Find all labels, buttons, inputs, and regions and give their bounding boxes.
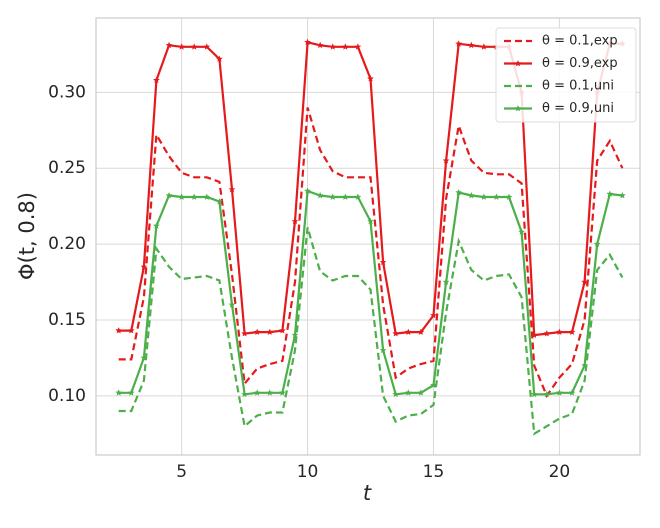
point-marker — [581, 278, 588, 285]
legend-marker — [514, 105, 522, 112]
point-marker — [241, 330, 248, 337]
point-marker — [253, 328, 261, 335]
point-marker — [480, 193, 488, 200]
point-marker — [342, 193, 349, 200]
point-marker — [115, 327, 122, 334]
legend-box — [495, 27, 637, 123]
point-marker — [228, 186, 236, 193]
point-marker — [266, 389, 274, 396]
point-marker — [304, 187, 311, 194]
point-marker — [568, 328, 576, 335]
plot-frame — [95, 17, 641, 456]
point-marker — [165, 192, 173, 199]
x-tick-label: 15 — [423, 462, 445, 482]
y-tick-label: 0.10 — [48, 386, 86, 406]
point-marker — [190, 43, 198, 50]
point-marker — [190, 193, 198, 200]
point-marker — [203, 43, 211, 50]
point-marker — [556, 389, 563, 396]
point-marker — [241, 390, 248, 398]
point-marker — [392, 330, 399, 337]
y-tick-label: 0.30 — [48, 82, 86, 102]
x-tick-label: 5 — [176, 462, 187, 482]
y-tick-label: 0.20 — [48, 234, 86, 254]
point-marker — [165, 41, 173, 49]
point-marker — [606, 190, 614, 197]
point-marker — [405, 389, 412, 396]
point-marker — [417, 389, 425, 396]
legend-label: θ = 0.9,exp — [542, 56, 618, 71]
point-marker — [203, 193, 211, 200]
point-marker — [467, 41, 475, 49]
point-marker — [530, 331, 538, 338]
point-marker — [442, 157, 450, 164]
point-marker — [392, 390, 399, 398]
point-marker — [543, 390, 551, 398]
y-tick-label: 0.25 — [48, 158, 86, 178]
legend-label: θ = 0.1,exp — [542, 34, 618, 49]
point-marker — [455, 40, 462, 47]
point-marker — [442, 278, 450, 285]
point-marker — [379, 258, 387, 266]
point-marker — [430, 311, 437, 319]
y-tick-label: 0.15 — [48, 310, 86, 330]
x-tick-label: 10 — [297, 462, 319, 482]
point-marker — [619, 192, 626, 199]
x-axis-label: t — [363, 481, 372, 505]
legend: θ = 0.1,exp θ = 0.9,exp θ = 0.1,uni θ = 0.9… — [495, 27, 637, 123]
point-marker — [127, 327, 135, 334]
point-marker — [556, 328, 563, 335]
point-marker — [379, 346, 387, 354]
point-marker — [455, 189, 462, 196]
point-marker — [228, 301, 236, 308]
legend-marker — [514, 60, 522, 67]
point-marker — [581, 362, 588, 369]
point-marker — [342, 43, 349, 50]
legend-label: θ = 0.1,uni — [542, 79, 614, 94]
point-marker — [367, 217, 374, 225]
x-tick-label: 20 — [549, 462, 571, 482]
point-marker — [216, 198, 223, 205]
point-marker — [467, 192, 475, 199]
point-marker — [178, 43, 185, 50]
legend-label: θ = 0.9,uni — [542, 101, 614, 116]
point-marker — [291, 217, 299, 225]
point-marker — [530, 390, 538, 398]
point-marker — [493, 193, 500, 200]
point-marker — [279, 389, 286, 396]
point-marker — [505, 193, 513, 200]
point-marker — [253, 389, 261, 396]
point-marker — [354, 43, 362, 50]
point-marker — [354, 193, 362, 200]
point-marker — [291, 331, 299, 338]
point-marker — [216, 55, 223, 62]
point-marker — [304, 38, 311, 46]
point-marker — [316, 192, 324, 199]
series-line — [118, 227, 624, 436]
point-marker — [329, 193, 337, 200]
point-marker — [178, 193, 185, 200]
series-line — [118, 107, 624, 399]
point-marker — [127, 389, 135, 396]
point-marker — [316, 41, 324, 49]
point-marker — [279, 327, 286, 334]
point-marker — [140, 354, 148, 361]
point-marker — [417, 328, 425, 335]
point-marker — [543, 330, 551, 337]
point-marker — [140, 263, 148, 270]
point-marker — [405, 328, 412, 335]
point-marker — [568, 389, 576, 396]
point-marker — [480, 43, 488, 50]
point-marker — [518, 228, 525, 235]
point-marker — [115, 389, 122, 396]
point-marker — [367, 75, 374, 82]
point-marker — [430, 381, 437, 388]
point-marker — [329, 43, 337, 50]
point-marker — [153, 222, 160, 229]
point-marker — [593, 240, 601, 247]
point-marker — [266, 328, 274, 335]
point-marker — [153, 76, 160, 83]
y-axis-label: Φ(t, 0.8) — [15, 192, 39, 280]
